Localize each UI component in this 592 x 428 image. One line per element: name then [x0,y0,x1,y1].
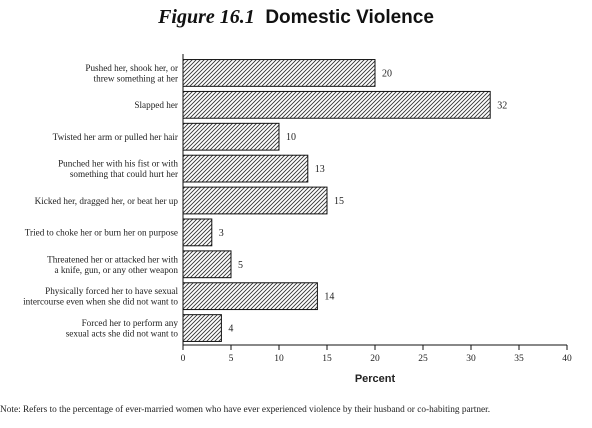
value-label-3: 10 [286,132,296,143]
bar-3 [182,122,280,151]
x-tick-label-5: 5 [229,354,234,364]
category-label-1-line-1: Pushed her, shook her, or [85,63,178,73]
value-label-6: 3 [219,228,224,239]
value-label-9: 4 [228,324,233,335]
value-label-7: 5 [238,260,243,271]
category-label-4-line-1: Punched her with his fist or with [58,159,178,169]
value-label-1: 20 [382,68,392,79]
value-label-4: 13 [315,164,325,175]
bar-8 [182,282,318,311]
x-tick-label-35: 35 [514,354,524,364]
chart-title: Figure 16.1 Domestic Violence [0,6,592,29]
figure-number: Figure 16.1 [158,6,255,28]
value-label-2: 32 [497,100,507,111]
x-tick-label-20: 20 [370,354,380,364]
bar-2 [182,90,491,119]
x-tick-label-30: 30 [466,354,476,364]
x-tick-label-0: 0 [181,354,186,364]
category-label-4-line-2: something that could hurt her [70,169,178,179]
bar-4 [182,154,309,183]
category-label-2: Slapped her [134,100,178,110]
category-label-9-line-2: sexual acts she did not want to [66,329,179,339]
category-label-9-line-1: Forced her to perform any [82,318,179,328]
bar-6 [182,218,213,247]
value-label-8: 14 [324,292,334,303]
value-label-5: 15 [334,196,344,207]
category-label-3: Twisted her arm or pulled her hair [53,132,178,142]
x-tick-label-10: 10 [274,354,284,364]
category-label-1-line-2: threw something at her [94,73,178,83]
bar-9 [182,314,222,342]
bar-7 [182,250,232,279]
bar-5 [182,186,328,215]
category-label-8-line-1: Physically forced her to have sexual [45,286,178,296]
figure-title-text: Domestic Violence [265,7,434,28]
x-tick-label-15: 15 [322,354,332,364]
chart-note: Note: Refers to the percentage of ever-m… [0,405,491,415]
bar-1 [182,59,376,87]
category-label-5: Kicked her, dragged her, or beat her up [35,196,179,206]
x-tick-label-40: 40 [562,354,572,364]
x-axis-title: Percent [355,373,396,385]
x-tick-label-25: 25 [418,354,428,364]
category-label-8-line-2: intercourse even when she did not want t… [23,297,178,307]
category-label-6: Tried to choke her or burn her on purpos… [25,228,178,238]
category-label-7-line-2: a knife, gun, or any other weapon [55,265,179,275]
category-label-7-line-1: Threatened her or attacked her with [47,254,178,264]
